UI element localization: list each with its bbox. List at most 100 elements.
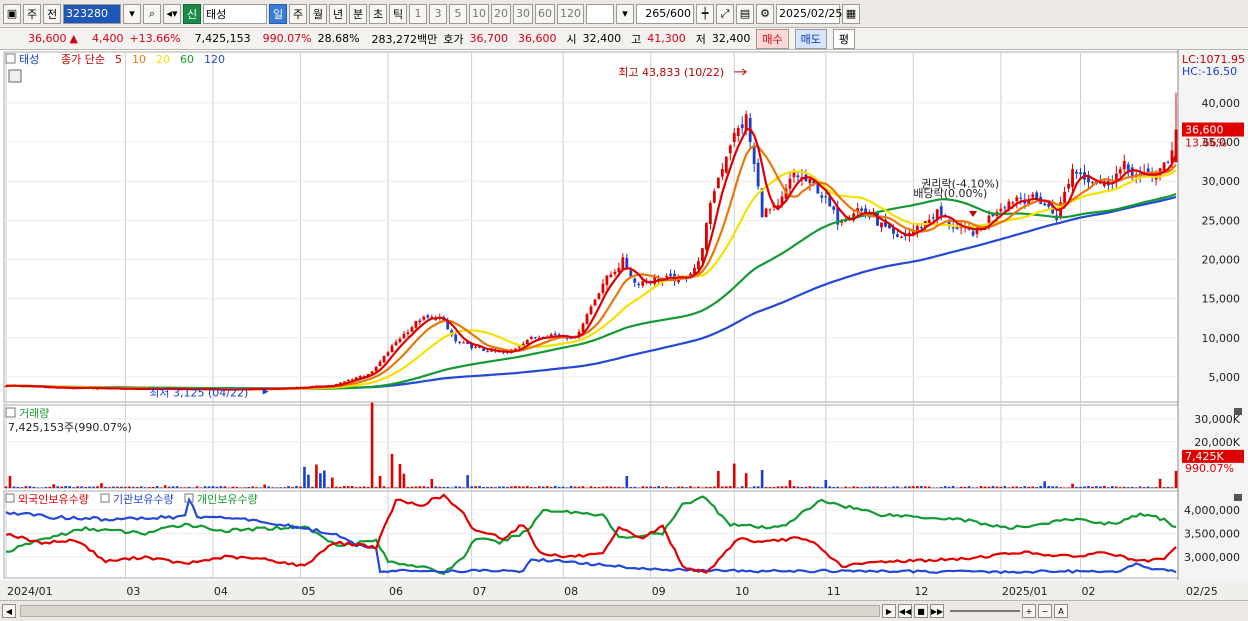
volume-bar <box>772 487 776 488</box>
minute-5[interactable]: 5 <box>449 3 467 24</box>
period-second[interactable]: 초 <box>369 3 387 24</box>
volume-bar <box>689 486 692 488</box>
save-icon[interactable]: ▤ <box>736 3 754 24</box>
kind2-select[interactable]: 전 <box>43 3 61 24</box>
calendar-icon[interactable]: ▦ <box>842 3 860 24</box>
period-month[interactable]: 월 <box>309 3 327 24</box>
volume-current-tag <box>1182 449 1244 463</box>
ask-price: 36,700 <box>469 32 509 45</box>
date-tick-label: 11 <box>827 585 841 598</box>
holdings-pane-close-icon <box>1234 494 1242 501</box>
volume-bar <box>764 486 768 488</box>
kind-select[interactable]: 주 <box>23 3 41 24</box>
volume-bar <box>653 486 656 488</box>
candle-body <box>374 366 378 372</box>
volume-bar <box>1011 486 1015 488</box>
volume-bar <box>947 486 951 488</box>
auto-fit-icon[interactable]: A <box>1054 604 1068 618</box>
zoom-slider[interactable] <box>950 610 1020 612</box>
candle-body <box>1011 202 1015 204</box>
zoom-in-icon[interactable]: + <box>1022 604 1036 618</box>
minute-1[interactable]: 1 <box>409 3 427 24</box>
date-tick-label: 10 <box>735 585 749 598</box>
volume-bar <box>143 487 147 488</box>
eval-button[interactable]: 평 <box>832 28 856 49</box>
candle-body <box>740 124 744 129</box>
volume-bar <box>880 487 883 488</box>
volume-bar <box>24 486 28 488</box>
volume-bar <box>414 486 418 488</box>
volume-bar <box>1071 483 1074 488</box>
search-icon[interactable]: ⌕ <box>143 3 161 24</box>
volume-bar <box>132 486 135 488</box>
volume-bar <box>331 477 334 488</box>
period-week[interactable]: 주 <box>289 3 307 24</box>
dropdown-icon[interactable]: ▾ <box>123 3 141 24</box>
rewind-icon[interactable]: ◀◀ <box>898 604 912 618</box>
stock-name[interactable]: 태성 <box>203 3 267 24</box>
volume-bar <box>1138 486 1142 488</box>
stock-code-input[interactable]: 323280 <box>63 3 121 24</box>
volume-bar <box>685 487 688 488</box>
stop-icon[interactable]: ■ <box>914 604 928 618</box>
volume-bar <box>991 485 995 488</box>
date-tick-label: 03 <box>126 585 140 598</box>
holdings-legend-2: 개인보유수량 <box>197 493 258 506</box>
candle-body <box>752 145 756 165</box>
candle-body <box>621 257 625 270</box>
holdings-legend-0: 외국인보유수량 <box>18 493 89 506</box>
volume-bar <box>474 486 477 488</box>
layout-icon[interactable]: ▣ <box>3 3 21 24</box>
gear-icon[interactable]: ⚙ <box>756 3 774 24</box>
date-tick-label: 05 <box>301 585 315 598</box>
chart-scrollbar[interactable]: ◀ ▶ ◀◀ ■ ▶▶ + − A <box>0 600 1248 621</box>
period-tick[interactable]: 틱 <box>389 3 407 24</box>
fast-forward-icon[interactable]: ▶▶ <box>930 604 944 618</box>
minute-30[interactable]: 30 <box>513 3 533 24</box>
candle-body <box>1130 167 1134 178</box>
speaker-icon[interactable]: ◂▾ <box>163 3 181 24</box>
stock-chart[interactable]: 2024/01 03 04 05 06 07 08 09 10 11 12 2025/01 02 02/2… <box>0 50 1248 600</box>
candle-type-icon[interactable]: ┿ <box>696 3 714 24</box>
volume-bar <box>796 486 800 488</box>
candle-body <box>1126 164 1130 171</box>
candle-body <box>410 327 414 332</box>
minute-10[interactable]: 10 <box>469 3 489 24</box>
period-year[interactable]: 년 <box>329 3 347 24</box>
buy-button[interactable]: 매수 <box>756 28 789 49</box>
volume-bar <box>1091 486 1094 488</box>
candle-body <box>788 178 792 189</box>
date-tick-label: 2024/01 <box>7 585 53 598</box>
price-tick-label: 5,000 <box>1209 371 1241 384</box>
trade-amount: 283,272백만 <box>371 32 438 46</box>
candle-body <box>820 195 824 198</box>
period-day[interactable]: 일 <box>269 3 287 24</box>
sell-button[interactable]: 매도 <box>794 28 827 49</box>
custom-period-dropdown-icon[interactable]: ▾ <box>616 3 634 24</box>
volume-bar <box>96 486 99 488</box>
volume-bar <box>215 486 219 488</box>
zoom-out-icon[interactable]: − <box>1038 604 1052 618</box>
volume-bar <box>163 485 167 488</box>
volume-bar <box>864 486 867 488</box>
minute-3[interactable]: 3 <box>429 3 447 24</box>
minute-20[interactable]: 20 <box>491 3 511 24</box>
candle-body <box>780 196 784 206</box>
volume-bar <box>1059 487 1062 488</box>
scroll-left-icon[interactable]: ◀ <box>2 604 16 618</box>
period-minute[interactable]: 분 <box>349 3 367 24</box>
draw-tool-icon[interactable]: ⤢ <box>716 3 734 24</box>
volume-bar <box>498 486 501 488</box>
scroll-right-icon[interactable]: ▶ <box>882 604 896 618</box>
volume-bar <box>406 487 410 488</box>
bar-count[interactable]: 265/600 <box>636 3 694 24</box>
volume-bar <box>641 486 645 488</box>
minute-60[interactable]: 60 <box>535 3 555 24</box>
minute-120[interactable]: 120 <box>557 3 584 24</box>
candle-body <box>792 172 796 178</box>
volume-bar <box>52 484 56 488</box>
scroll-track[interactable] <box>20 605 880 617</box>
date-input[interactable]: 2025/02/25 <box>776 3 842 24</box>
custom-period-input[interactable] <box>586 3 614 24</box>
candle-body <box>1162 162 1166 171</box>
